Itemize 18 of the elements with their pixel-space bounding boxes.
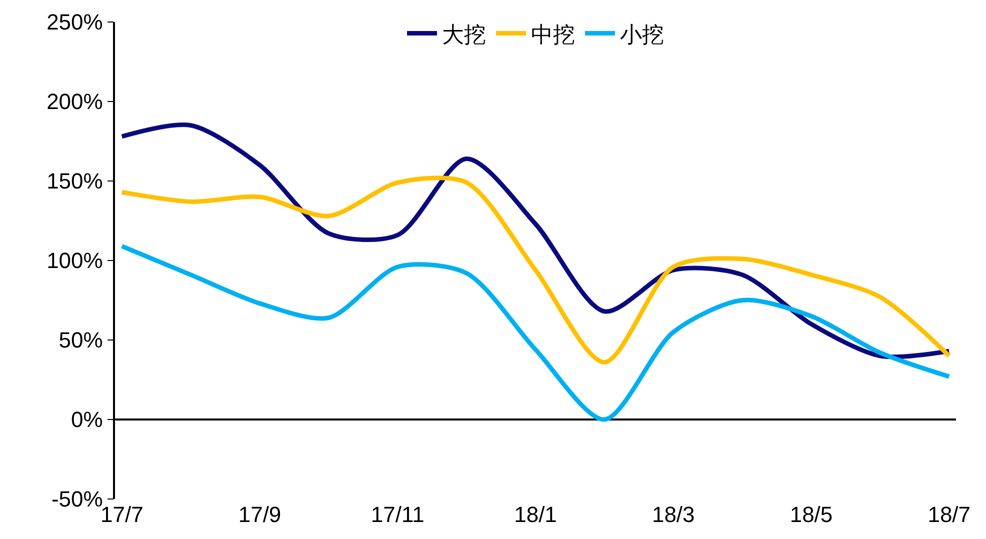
line-series — [120, 244, 952, 422]
y-tick-label: 150% — [46, 168, 103, 194]
legend-label: 大挖 — [442, 22, 486, 47]
x-tick-label: 18/1 — [514, 502, 557, 527]
line-series — [120, 122, 952, 360]
y-tick-label: 50% — [58, 328, 103, 353]
y-tick-label: 100% — [46, 248, 103, 274]
x-tick-label: 18/5 — [790, 502, 833, 527]
y-tick-label: 250% — [46, 10, 103, 35]
y-tick-label: 0% — [71, 407, 103, 432]
y-tick-label: 200% — [46, 89, 103, 114]
legend-label: 小挖 — [620, 22, 664, 47]
x-tick-label: 17/9 — [238, 502, 282, 527]
x-tick-label: 17/11 — [370, 502, 424, 527]
legend-label: 中挖 — [531, 22, 575, 47]
x-tick-label: 18/3 — [652, 502, 695, 527]
y-tick-label: -50% — [51, 486, 103, 512]
x-tick-label: 18/7 — [928, 502, 971, 527]
